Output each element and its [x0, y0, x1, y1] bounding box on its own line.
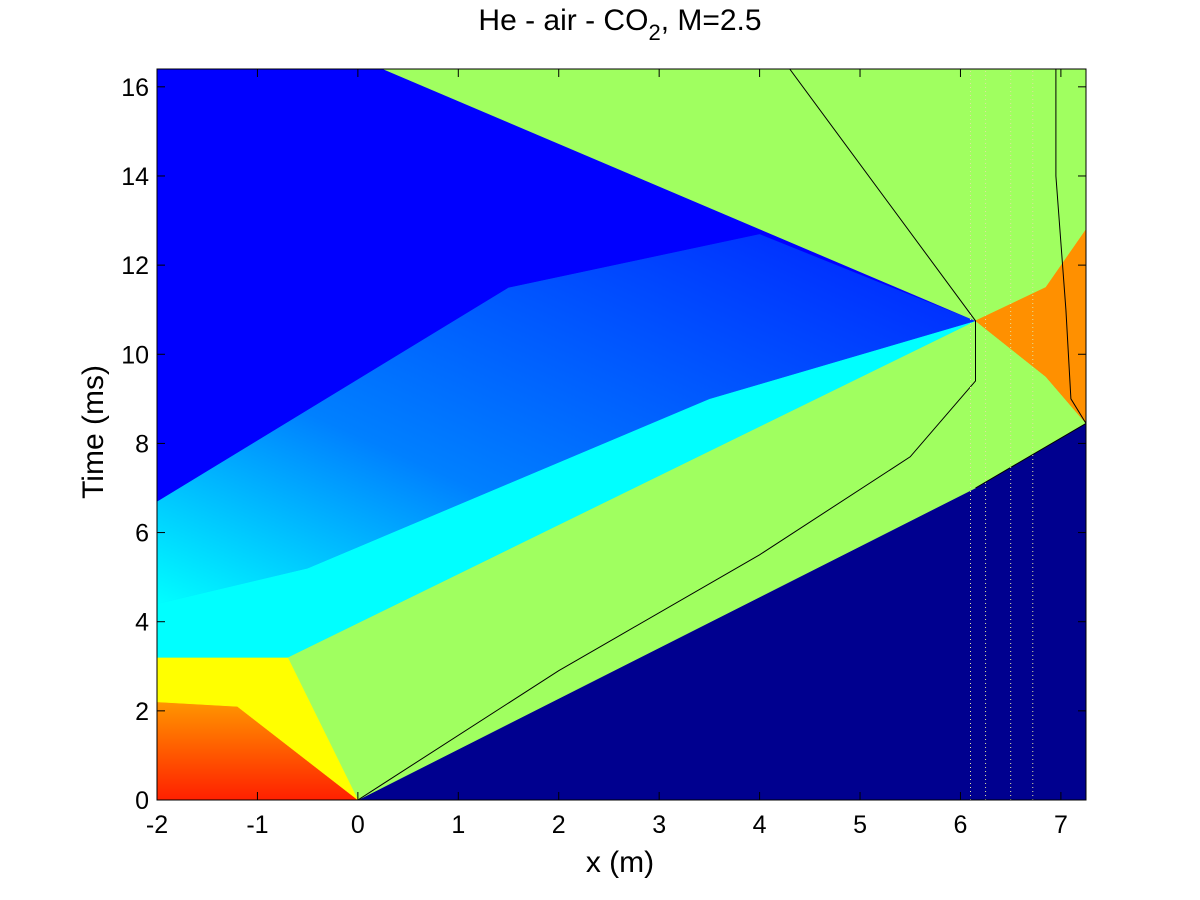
x-tick-label: 3	[652, 811, 666, 839]
curve-layer	[357, 69, 1086, 800]
y-tick-label: 14	[121, 163, 149, 191]
region-driver-warm	[157, 657, 359, 800]
x-tick-label: 2	[552, 811, 566, 839]
x-tick-label: 7	[1054, 811, 1068, 839]
plot-frame	[156, 68, 1087, 801]
y-axis-label: Time (ms)	[77, 365, 110, 499]
chart-title: He - air - CO2, M=2.5	[478, 4, 761, 45]
x-tick-label: -2	[146, 811, 168, 839]
y-tick-label: 8	[135, 430, 149, 458]
y-tick-label: 10	[121, 341, 149, 369]
x-axis-label: x (m)	[586, 846, 654, 879]
x-tick-label: 5	[853, 811, 867, 839]
y-tick-label: 12	[121, 252, 149, 280]
y-tick-label: 2	[135, 698, 149, 726]
x-tick-label: 4	[753, 811, 767, 839]
x-tick-label: 1	[451, 811, 465, 839]
plot-area	[157, 69, 1086, 800]
y-axis: 0 2 4 6 8 10 12 14 16	[121, 74, 1086, 815]
region-reflected-hot	[975, 229, 1086, 424]
y-tick-label: 6	[135, 520, 149, 548]
y-tick-label: 4	[135, 609, 149, 637]
curve-interface-2	[975, 69, 1086, 489]
title-suffix: , M=2.5	[661, 4, 762, 37]
curve-interface-1	[357, 69, 976, 800]
x-tick-label: 0	[351, 811, 365, 839]
x-tick-label: -1	[246, 811, 268, 839]
y-tick-label: 16	[121, 74, 149, 102]
y-tick-label: 0	[135, 787, 149, 815]
title-subscript: 2	[648, 20, 660, 45]
x-axis: -2 -1 0 1 2 3 4 5 6 7	[146, 69, 1068, 839]
x-tick-label: 6	[954, 811, 968, 839]
